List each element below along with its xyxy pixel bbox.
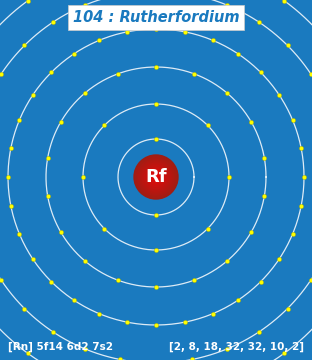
Circle shape <box>151 172 161 182</box>
Circle shape <box>142 163 170 191</box>
Circle shape <box>135 157 177 198</box>
Text: Rf: Rf <box>145 168 167 186</box>
Circle shape <box>139 159 173 195</box>
Circle shape <box>152 172 160 181</box>
Circle shape <box>144 165 168 189</box>
Circle shape <box>138 159 174 195</box>
Circle shape <box>137 158 175 196</box>
Text: [2, 8, 18, 32, 32, 10, 2]: [2, 8, 18, 32, 32, 10, 2] <box>169 342 304 352</box>
Circle shape <box>152 173 160 181</box>
Circle shape <box>154 176 158 179</box>
Circle shape <box>134 155 178 199</box>
Circle shape <box>136 157 176 197</box>
Circle shape <box>154 175 158 179</box>
Circle shape <box>153 174 159 180</box>
Circle shape <box>150 171 162 183</box>
Circle shape <box>141 162 171 192</box>
Circle shape <box>141 162 171 192</box>
Circle shape <box>139 160 173 194</box>
Circle shape <box>135 156 177 198</box>
Circle shape <box>143 164 169 190</box>
Circle shape <box>146 167 166 186</box>
Circle shape <box>148 169 164 185</box>
Text: 104 : Rutherfordium: 104 : Rutherfordium <box>73 10 239 25</box>
Circle shape <box>145 166 167 188</box>
Circle shape <box>149 170 163 184</box>
Text: [Rn] 5f14 6d2 7s2: [Rn] 5f14 6d2 7s2 <box>8 342 113 352</box>
Circle shape <box>147 168 165 186</box>
Circle shape <box>155 176 157 178</box>
Circle shape <box>146 167 166 187</box>
Circle shape <box>140 161 172 193</box>
Circle shape <box>149 170 163 184</box>
Circle shape <box>144 165 168 189</box>
